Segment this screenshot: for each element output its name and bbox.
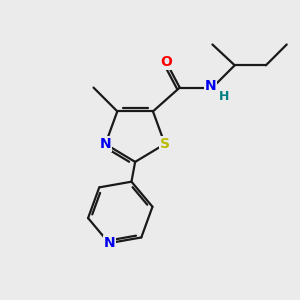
Text: N: N <box>100 137 111 151</box>
Text: N: N <box>103 236 115 250</box>
Text: S: S <box>160 137 170 151</box>
Text: O: O <box>160 55 172 69</box>
Text: H: H <box>218 90 229 103</box>
Text: N: N <box>205 79 217 93</box>
